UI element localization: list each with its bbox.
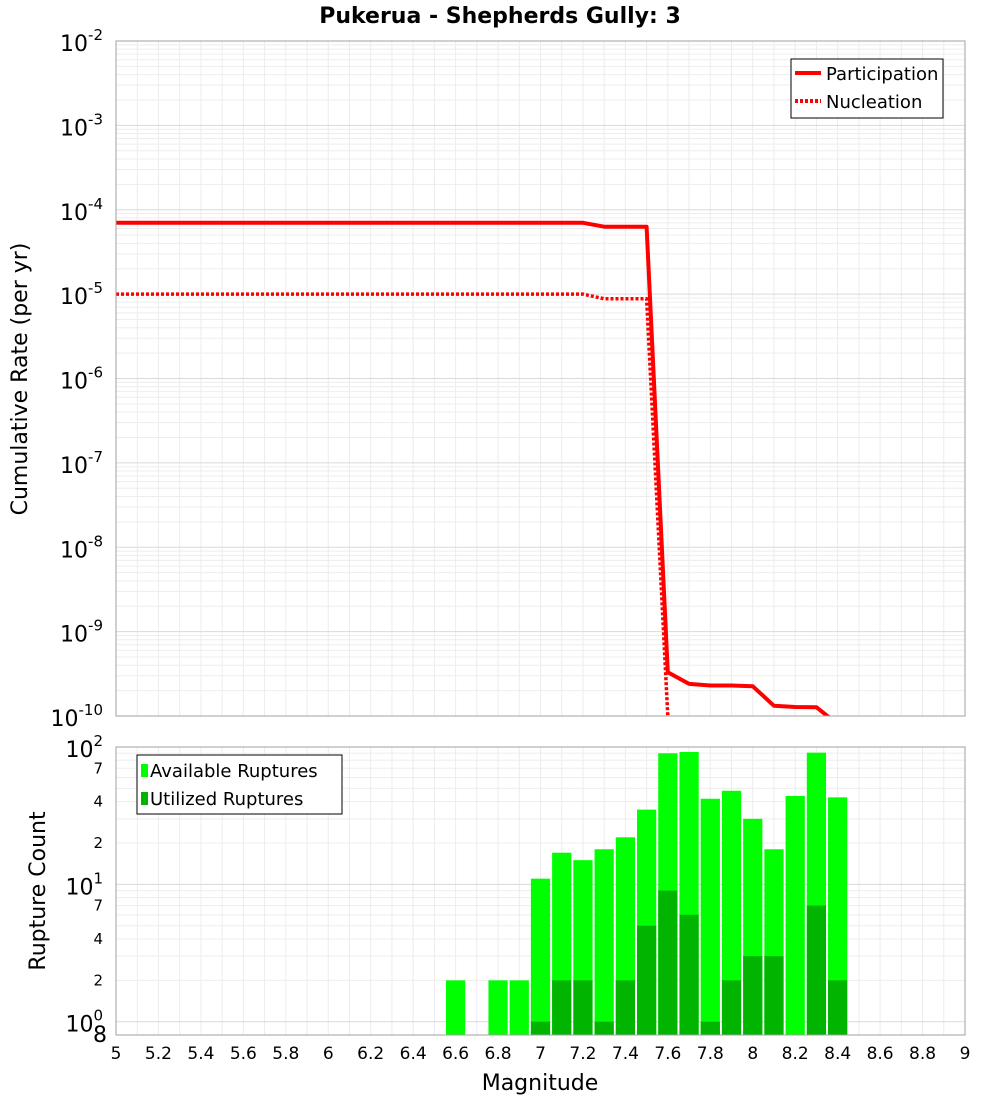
legend-swatch-available xyxy=(141,764,148,777)
available-bar xyxy=(721,790,742,1035)
y-bottom-tick-label: 8 xyxy=(93,1023,107,1048)
x-tick-label: 5 xyxy=(111,1044,122,1064)
y-tick-label: 100 xyxy=(65,1007,103,1038)
x-tick-label: 7 xyxy=(535,1044,546,1064)
available-bar xyxy=(445,980,466,1035)
y-tick-label: 101 xyxy=(65,869,103,900)
y-tick-label: 10-5 xyxy=(60,279,103,310)
rupture-count-plot: 102 101 100 7 4 2 7 4 2 8 Rupture Count 5 5.2 5.4 5.… xyxy=(26,732,970,1096)
x-tick-label: 8 xyxy=(747,1044,758,1064)
utilized-bar xyxy=(637,925,657,1035)
utilized-bar xyxy=(552,980,572,1035)
rate-plot-series xyxy=(116,220,831,716)
available-bar xyxy=(700,798,720,1035)
utilized-bar xyxy=(658,890,678,1035)
legend-label-utilized: Utilized Ruptures xyxy=(150,789,303,810)
rate-plot-grid xyxy=(115,41,966,717)
utilized-bar xyxy=(573,980,593,1035)
x-tick-label: 5.2 xyxy=(145,1044,172,1064)
y-minor-tick-label: 4 xyxy=(93,793,103,811)
series-line-participation xyxy=(116,220,831,716)
rate-y-axis-label: Cumulative Rate (per yr) xyxy=(8,243,33,516)
rate-y-tick-labels: 10-2 10-3 10-4 10-5 10-6 10-7 10-8 10-9 10-10 xyxy=(51,26,104,732)
utilized-bar xyxy=(530,1021,551,1035)
utilized-bar xyxy=(743,956,763,1035)
x-tick-label: 7.6 xyxy=(654,1044,681,1064)
rate-plot: 10-2 10-3 10-4 10-5 10-6 10-7 10-8 10-9 10-10 Cu… xyxy=(8,26,966,732)
x-tick-label: 7.2 xyxy=(569,1044,596,1064)
y-minor-tick-label: 2 xyxy=(93,834,103,852)
rate-plot-frame xyxy=(115,40,966,717)
x-tick-label: 6.8 xyxy=(485,1044,512,1064)
utilized-bar xyxy=(828,980,848,1035)
utilized-bar xyxy=(679,914,699,1035)
available-bar xyxy=(785,795,805,1035)
chart-title: Pukerua - Shepherds Gully: 3 xyxy=(319,4,681,29)
legend-box xyxy=(790,58,944,119)
y-tick-label: 102 xyxy=(65,732,103,763)
utilized-bar xyxy=(615,980,636,1035)
rupture-legend: Available Ruptures Utilized Ruptures xyxy=(136,754,343,815)
y-tick-label: 10-8 xyxy=(60,532,103,563)
x-tick-label: 8.4 xyxy=(824,1044,851,1064)
y-tick-label: 10-7 xyxy=(60,448,103,479)
available-bar xyxy=(594,849,614,1035)
utilized-bar xyxy=(806,905,827,1035)
x-tick-label: 6 xyxy=(323,1044,334,1064)
x-tick-label: 8.6 xyxy=(867,1044,894,1064)
available-bar xyxy=(828,797,848,1035)
y-minor-tick-label: 7 xyxy=(93,897,103,915)
available-bar xyxy=(509,980,529,1035)
x-tick-label: 6.2 xyxy=(357,1044,384,1064)
y-minor-tick-label: 2 xyxy=(93,971,103,989)
x-tick-label: 7.4 xyxy=(612,1044,639,1064)
y-tick-label: 10-2 xyxy=(60,26,103,57)
rupture-y-axis-label: Rupture Count xyxy=(26,811,51,971)
utilized-bar xyxy=(594,1021,614,1035)
legend-swatch-utilized xyxy=(141,792,148,805)
series-line-nucleation xyxy=(116,292,670,716)
utilized-bar xyxy=(764,956,784,1035)
legend-label-nucleation: Nucleation xyxy=(826,92,922,113)
utilized-bar xyxy=(721,980,742,1035)
utilized-bar xyxy=(700,1021,720,1035)
y-tick-label: 10-3 xyxy=(60,110,103,141)
x-tick-label: 6.4 xyxy=(400,1044,427,1064)
x-tick-label: 7.8 xyxy=(697,1044,724,1064)
available-bar xyxy=(488,980,508,1035)
rupture-plot-frame xyxy=(115,746,966,1036)
y-tick-label: 10-10 xyxy=(51,701,104,732)
y-tick-label: 10-4 xyxy=(60,195,103,226)
rupture-y-tick-labels: 102 101 100 7 4 2 7 4 2 8 xyxy=(65,732,107,1048)
x-axis-label: Magnitude xyxy=(482,1071,599,1096)
rupture-bars xyxy=(445,751,848,1035)
legend-box xyxy=(136,754,343,815)
x-tick-label: 5.8 xyxy=(272,1044,299,1064)
available-bar xyxy=(530,878,551,1035)
x-tick-label: 5.6 xyxy=(230,1044,257,1064)
y-minor-tick-label: 7 xyxy=(93,759,103,777)
legend-label-participation: Participation xyxy=(826,64,938,85)
x-tick-label: 8.8 xyxy=(909,1044,936,1064)
y-tick-label: 10-6 xyxy=(60,364,103,395)
x-tick-label: 5.4 xyxy=(187,1044,214,1064)
rate-legend: Participation Nucleation xyxy=(790,58,944,119)
legend-label-available: Available Ruptures xyxy=(150,761,318,782)
x-tick-label: 6.6 xyxy=(442,1044,469,1064)
magnitude-x-tick-labels: 5 5.2 5.4 5.6 5.8 6 6.2 6.4 6.6 6.8 7 7.2 7.4 7.6 7.8 8… xyxy=(111,1044,971,1064)
y-minor-tick-label: 4 xyxy=(93,930,103,948)
x-tick-label: 9 xyxy=(960,1044,971,1064)
x-tick-label: 8.2 xyxy=(782,1044,809,1064)
y-tick-label: 10-9 xyxy=(60,617,103,648)
